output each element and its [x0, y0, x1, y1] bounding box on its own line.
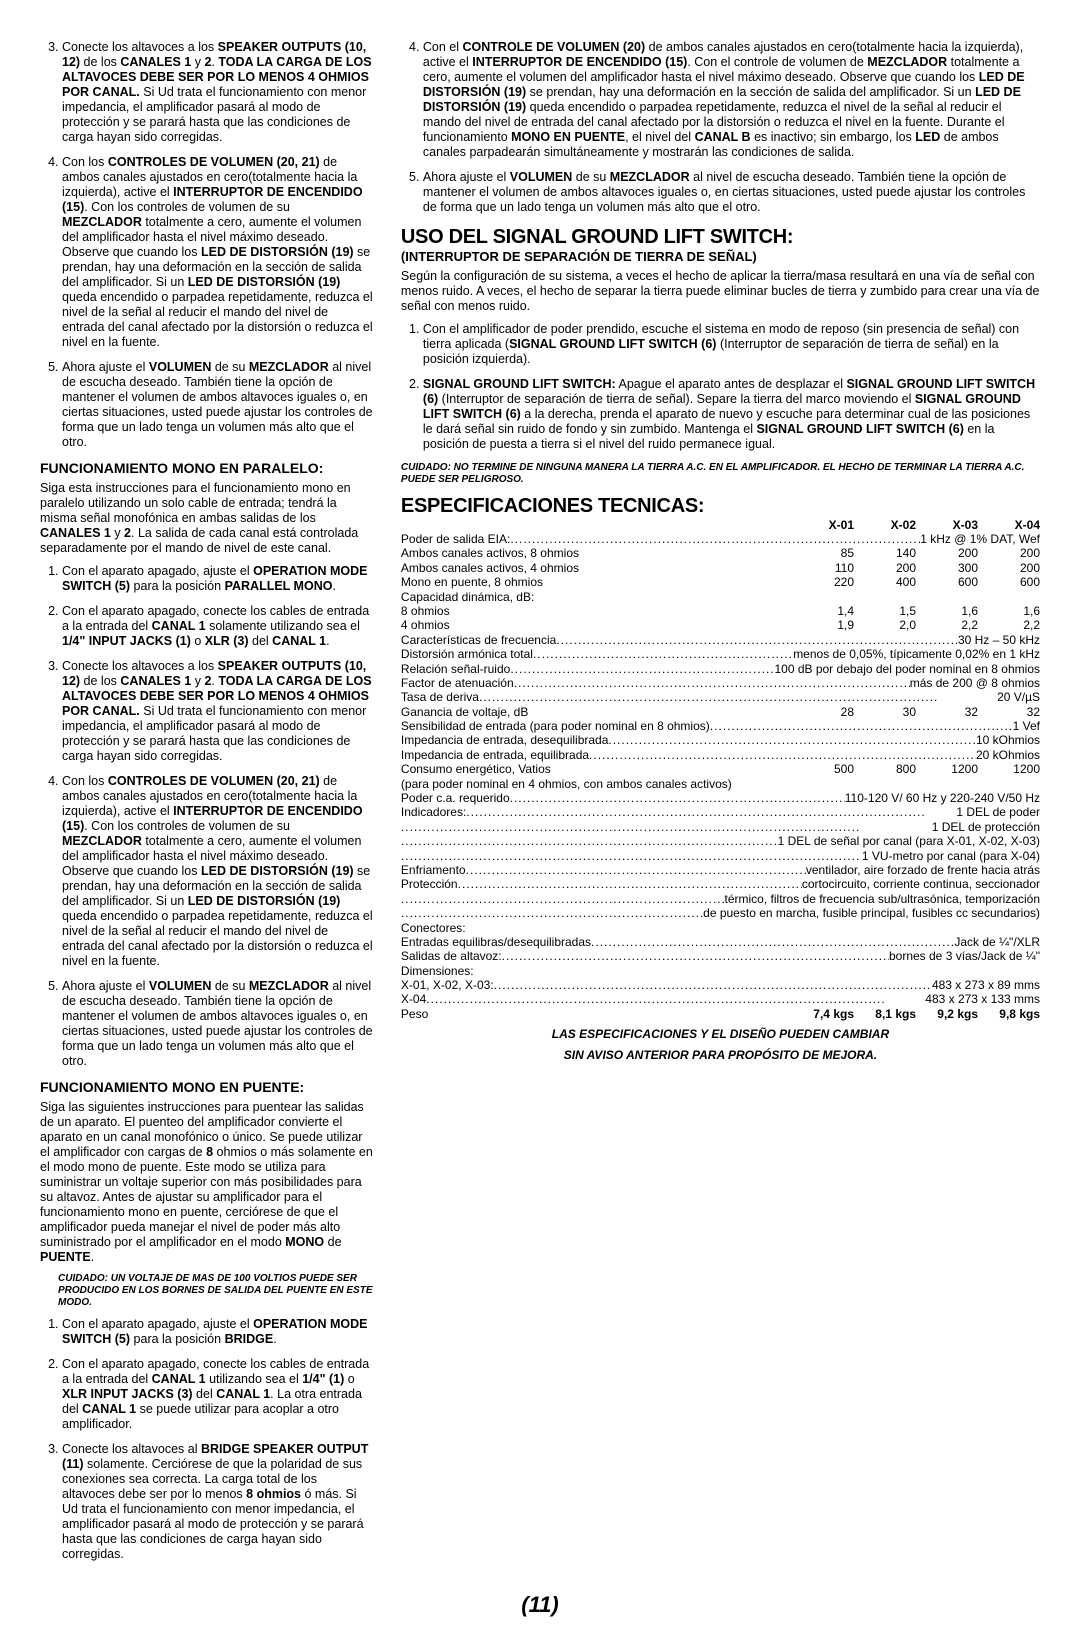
list-2: Con el aparato apagado, ajuste el OPERAT… — [40, 564, 373, 1069]
list-item: Conecte los altavoces a los SPEAKER OUTP… — [62, 40, 373, 145]
list-item: Con el aparato apagado, conecte los cabl… — [62, 604, 373, 649]
para-puente: Siga las siguientes instrucciones para p… — [40, 1100, 373, 1265]
list-item: Con el CONTROLE DE VOLUMEN (20) de ambos… — [423, 40, 1040, 160]
list-item: Conecte los altavoces a los SPEAKER OUTP… — [62, 659, 373, 764]
para-paralelo: Siga esta instrucciones para el funciona… — [40, 481, 373, 556]
footnote-2: SIN AVISO ANTERIOR PARA PROPÓSITO DE MEJ… — [401, 1048, 1040, 1062]
list-item: Con el aparato apagado, ajuste el OPERAT… — [62, 564, 373, 594]
spec-table: X-01X-02X-03X-04Poder de salida EIA:....… — [401, 518, 1040, 1022]
right-column: Con el CONTROLE DE VOLUMEN (20) de ambos… — [401, 40, 1040, 1572]
left-column: Conecte los altavoces a los SPEAKER OUTP… — [40, 40, 373, 1572]
list-item: Conecte los altavoces al BRIDGE SPEAKER … — [62, 1442, 373, 1562]
page-number: (11) — [40, 1592, 1040, 1618]
heading-specs: ESPECIFICACIONES TECNICAS: — [401, 494, 1040, 518]
footnote-1: LAS ESPECIFICACIONES Y EL DISEÑO PUEDEN … — [401, 1027, 1040, 1041]
para-uso: Según la configuración de su sistema, a … — [401, 269, 1040, 314]
list-3: Con el aparato apagado, ajuste el OPERAT… — [40, 1317, 373, 1562]
subheading-ground-lift: (INTERRUPTOR DE SEPARACIÓN DE TIERRA DE … — [401, 249, 1040, 265]
heading-paralelo: FUNCIONAMIENTO MONO EN PARALELO: — [40, 460, 373, 477]
list-item: Ahora ajuste el VOLUMEN de su MEZCLADOR … — [62, 979, 373, 1069]
heading-puente: FUNCIONAMIENTO MONO EN PUENTE: — [40, 1079, 373, 1096]
list-item: Con el aparato apagado, ajuste el OPERAT… — [62, 1317, 373, 1347]
list-item: SIGNAL GROUND LIFT SWITCH: Apague el apa… — [423, 377, 1040, 452]
list-item: Con los CONTROLES DE VOLUMEN (20, 21) de… — [62, 155, 373, 350]
list-item: Ahora ajuste el VOLUMEN de su MEZCLADOR … — [423, 170, 1040, 215]
list-item: Con los CONTROLES DE VOLUMEN (20, 21) de… — [62, 774, 373, 969]
list-1: Conecte los altavoces a los SPEAKER OUTP… — [40, 40, 373, 450]
list-item: Con el amplificador de poder prendido, e… — [423, 322, 1040, 367]
heading-ground-lift: USO DEL SIGNAL GROUND LIFT SWITCH: — [401, 225, 1040, 249]
list-item: Con el aparato apagado, conecte los cabl… — [62, 1357, 373, 1432]
list-5: Con el amplificador de poder prendido, e… — [401, 322, 1040, 452]
warning-ground: CUIDADO: NO TERMINE DE NINGUNA MANERA LA… — [401, 462, 1040, 486]
list-item: Ahora ajuste el VOLUMEN de su MEZCLADOR … — [62, 360, 373, 450]
list-4: Con el CONTROLE DE VOLUMEN (20) de ambos… — [401, 40, 1040, 215]
warning-voltage: CUIDADO: UN VOLTAJE DE MAS DE 100 VOLTIO… — [58, 1273, 373, 1309]
